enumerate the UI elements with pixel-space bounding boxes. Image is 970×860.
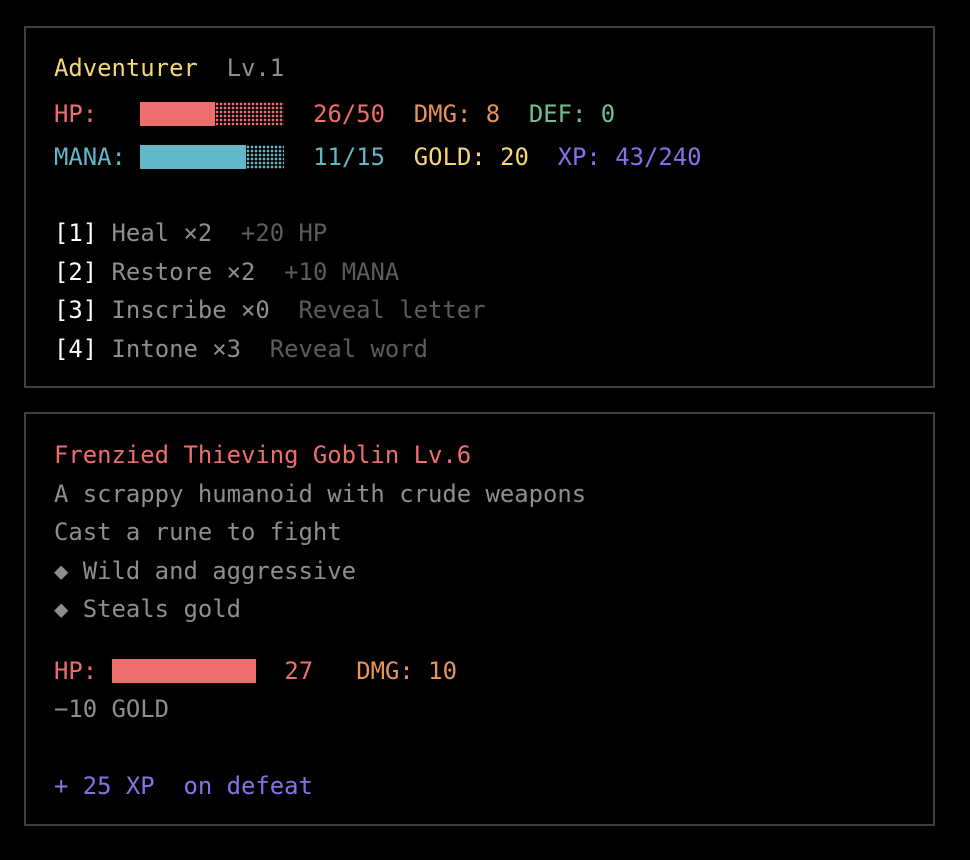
item-key: [4] <box>54 335 98 363</box>
item-name: Restore ×2 <box>111 258 256 286</box>
item-intone[interactable]: [4] Intone ×3 Reveal word <box>54 334 428 364</box>
mana-bar-fill <box>140 145 246 169</box>
item-heal[interactable]: [1] Heal ×2 +20 HP <box>54 218 327 248</box>
player-mana-row: MANA: 11/15 GOLD: 20 XP: 43/240 <box>54 142 702 172</box>
item-name: Intone ×3 <box>111 335 241 363</box>
player-xp: XP: 43/240 <box>557 143 702 171</box>
enemy-trait: ◆ Wild and aggressive <box>54 557 357 585</box>
enemy-hp-value: 27 <box>284 657 314 685</box>
enemy-hp-label: HP: <box>54 657 98 685</box>
enemy-instruction: Cast a rune to fight <box>54 518 342 546</box>
player-level: Lv.1 <box>226 54 285 82</box>
enemy-reward: + 25 XP on defeat <box>54 772 313 800</box>
enemy-hp-bar <box>111 659 256 683</box>
item-key: [3] <box>54 296 98 324</box>
item-name: Heal ×2 <box>111 219 213 247</box>
enemy-hp-row: HP: 27 DMG: 10 <box>54 656 457 686</box>
hp-label: HP: <box>54 100 98 128</box>
item-restore[interactable]: [2] Restore ×2 +10 MANA <box>54 257 399 287</box>
hp-bar-empty <box>215 102 285 126</box>
enemy-description: A scrappy humanoid with crude weapons <box>54 480 587 508</box>
hp-value: 26/50 <box>313 100 386 128</box>
mana-bar-empty <box>245 145 285 169</box>
player-name: Adventurer <box>54 54 198 82</box>
player-def: DEF: 0 <box>528 100 616 128</box>
item-effect: Reveal word <box>269 335 428 363</box>
player-gold: GOLD: 20 <box>413 143 529 171</box>
item-key: [1] <box>54 219 98 247</box>
mana-label: MANA: <box>54 143 126 171</box>
player-hp-row: HP: 26/50 DMG: 8 DEF: 0 <box>54 99 615 129</box>
item-effect: Reveal letter <box>298 296 486 324</box>
player-mana-bar <box>140 145 285 169</box>
enemy-panel: Frenzied Thieving Goblin Lv.6 A scrappy … <box>24 412 935 826</box>
enemy-gold-penalty: −10 GOLD <box>54 695 170 723</box>
player-hp-bar <box>140 102 285 126</box>
item-key: [2] <box>54 258 98 286</box>
enemy-trait: ◆ Steals gold <box>54 595 241 623</box>
player-header: Adventurer Lv.1 <box>54 53 284 83</box>
player-dmg: DMG: 8 <box>413 100 501 128</box>
hp-bar-fill <box>140 102 216 126</box>
item-inscribe[interactable]: [3] Inscribe ×0 Reveal letter <box>54 295 486 325</box>
player-panel: Adventurer Lv.1 HP: 26/50 DMG: 8 DEF: 0 … <box>24 26 935 388</box>
enemy-title: Frenzied Thieving Goblin Lv.6 <box>54 441 472 469</box>
enemy-dmg: DMG: 10 <box>356 657 457 685</box>
item-name: Inscribe ×0 <box>111 296 270 324</box>
item-effect: +10 MANA <box>284 258 400 286</box>
mana-value: 11/15 <box>313 143 386 171</box>
hp-bar-fill <box>111 659 256 683</box>
item-effect: +20 HP <box>241 219 328 247</box>
